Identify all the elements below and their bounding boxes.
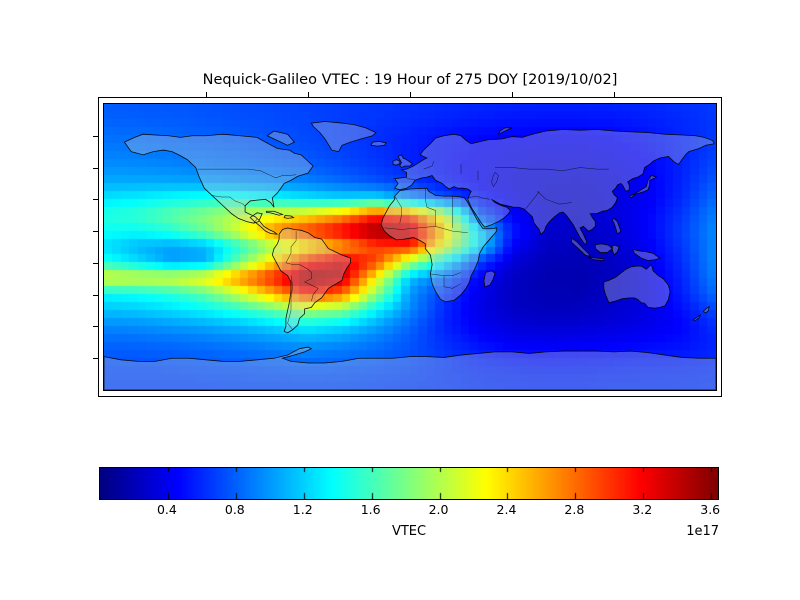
landmass-outline (572, 238, 591, 256)
country-border-line (425, 188, 435, 226)
parallel-tick (93, 136, 98, 137)
map-boundary (103, 103, 717, 391)
country-border-line (288, 276, 293, 330)
country-border-line (495, 168, 609, 171)
colorbar-tick-label: 3.6 (700, 502, 721, 517)
country-border-line (468, 196, 490, 199)
landmass-outline (589, 257, 604, 260)
meridian-tick (614, 92, 615, 97)
meridian-tick (308, 92, 309, 97)
colorbar-tick-label: 1.6 (360, 502, 381, 517)
landmass-outline (104, 347, 716, 390)
colorbar-axis-label: VTEC (391, 524, 427, 539)
parallel-tick (93, 168, 98, 169)
colorbar-gradient-canvas (100, 468, 718, 499)
vtec-heatmap-canvas (104, 104, 716, 390)
landmass-outline (371, 141, 386, 146)
landmass-outline (124, 134, 313, 234)
landmass-outline (393, 160, 400, 166)
country-border-line (444, 276, 461, 289)
parallel-tick (93, 199, 98, 200)
parallel-tick (93, 231, 98, 232)
meridian-tick (512, 92, 513, 97)
country-border-line (254, 219, 257, 223)
landmass-outline (612, 218, 621, 234)
country-border-line (430, 272, 461, 275)
colorbar-tick-label: 2.8 (564, 502, 585, 517)
colorbar-tick-label: 0.8 (224, 502, 245, 517)
landmass-outline (311, 121, 376, 151)
country-border-line (286, 231, 318, 301)
meridian-tick (206, 92, 207, 97)
landmass-outline (272, 228, 350, 333)
landmass-outline (629, 176, 656, 198)
landmass-outline (398, 155, 412, 168)
country-border-line (211, 195, 245, 205)
colorbar-tick-label: 2.4 (496, 502, 517, 517)
landmass-outline (703, 307, 709, 313)
landmass-outline (381, 188, 497, 302)
country-border-line (492, 172, 499, 186)
meridian-tick (410, 92, 411, 97)
country-border-line (385, 226, 468, 232)
country-border-line (395, 196, 402, 223)
colorbar-tick-label: 2.0 (428, 502, 449, 517)
parallel-tick (93, 326, 98, 327)
parallel-tick (93, 263, 98, 264)
landmass-outline (612, 245, 619, 255)
landmass-outline (484, 271, 495, 287)
landmass-outline (284, 216, 293, 219)
map-axes (98, 97, 722, 397)
colorbar-tick-label: 1.2 (292, 502, 313, 517)
landmass-outline (266, 211, 282, 215)
parallel-tick (93, 358, 98, 359)
world-coastlines-overlay (104, 104, 716, 390)
landmass-outline (595, 244, 612, 253)
landmass-outline (267, 131, 294, 145)
country-border-line (538, 191, 572, 204)
parallel-tick (93, 295, 98, 296)
landmass-outline (633, 249, 660, 260)
landmass-outline (604, 264, 670, 308)
plot-title: Nequick-Galileo VTEC : 19 Hour of 275 DO… (202, 72, 618, 88)
colorbar-tick-label: 0.4 (156, 502, 177, 517)
country-border-line (407, 179, 416, 180)
country-border-line (424, 161, 434, 169)
colorbar-offset-label: 1e17 (686, 524, 719, 539)
colorbar-tick-label: 3.2 (632, 502, 653, 517)
colorbar (99, 467, 719, 500)
country-border-line (198, 169, 297, 178)
landmass-outline (693, 315, 701, 321)
landmass-outline (395, 129, 715, 244)
landmass-outline (498, 128, 512, 134)
country-border-line (526, 191, 540, 208)
